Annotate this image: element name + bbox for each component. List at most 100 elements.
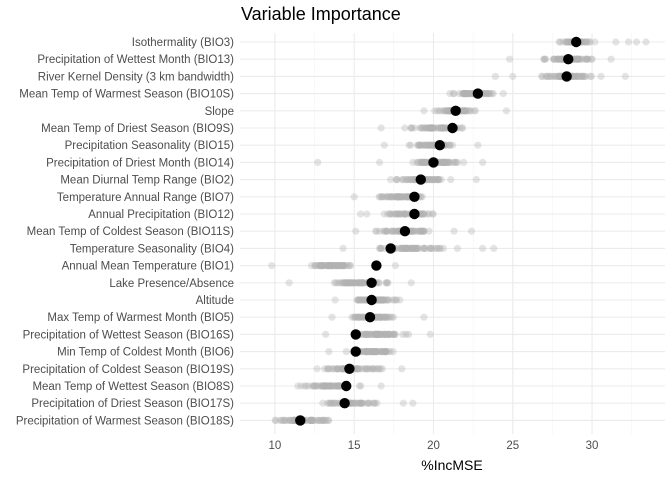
replicate-point	[575, 55, 583, 63]
replicate-point	[545, 72, 553, 80]
replicate-point	[403, 193, 412, 201]
replicate-point	[588, 55, 596, 63]
replicate-point	[442, 158, 450, 166]
replicate-point	[403, 244, 412, 252]
replicate-point	[429, 210, 437, 218]
replicate-point	[556, 38, 564, 46]
replicate-point	[314, 262, 322, 270]
replicate-point	[432, 124, 440, 132]
replicate-point	[389, 193, 397, 201]
replicate-point	[336, 262, 344, 270]
replicate-outlier-point	[450, 227, 458, 235]
replicate-point	[583, 55, 591, 63]
replicate-point	[384, 279, 392, 287]
replicate-point	[331, 399, 340, 407]
replicate-point	[462, 90, 470, 98]
replicate-point	[486, 90, 494, 98]
replicate-point	[326, 382, 334, 390]
replicate-point	[302, 382, 310, 390]
replicate-point	[431, 176, 439, 184]
replicate-point	[378, 330, 386, 338]
replicate-point	[377, 348, 385, 356]
replicate-point	[379, 313, 388, 321]
replicate-point	[323, 399, 331, 407]
replicate-outlier-point	[325, 348, 333, 356]
replicate-point	[408, 176, 417, 184]
replicate-point	[382, 348, 390, 356]
replicate-point	[354, 296, 362, 304]
replicate-point	[460, 107, 468, 115]
replicate-point	[363, 399, 371, 407]
replicate-point	[422, 158, 430, 166]
replicate-point	[403, 193, 412, 201]
replicate-outlier-point	[490, 244, 498, 252]
replicate-point	[382, 330, 390, 338]
replicate-point	[375, 296, 383, 304]
replicate-point	[325, 382, 333, 390]
replicate-point	[439, 244, 448, 252]
replicate-point	[460, 107, 468, 115]
replicate-point	[362, 330, 370, 338]
replicate-point	[307, 416, 315, 424]
y-axis-label: Mean Diurnal Temp Range (BIO2)	[60, 175, 234, 187]
replicate-point	[308, 416, 316, 424]
replicate-point	[308, 416, 316, 424]
y-axis-label: Lake Presence/Absence	[109, 278, 234, 290]
replicate-point	[334, 399, 342, 407]
replicate-point	[419, 210, 427, 218]
replicate-point	[350, 279, 358, 287]
replicate-point	[355, 313, 364, 321]
replicate-point	[382, 330, 390, 338]
replicate-point	[420, 158, 428, 166]
replicate-point	[426, 124, 434, 132]
replicate-point	[313, 382, 321, 390]
replicate-point	[381, 227, 389, 235]
replicate-point	[433, 244, 442, 252]
replicate-outlier-point	[380, 141, 388, 149]
replicate-point	[376, 193, 384, 201]
replicate-outlier-point	[420, 107, 428, 115]
replicate-point	[351, 399, 359, 407]
replicate-outlier-point	[499, 90, 507, 98]
replicate-point	[331, 262, 339, 270]
replicate-point	[317, 416, 325, 424]
replicate-point	[462, 107, 470, 115]
replicate-point	[329, 365, 338, 373]
replicate-point	[354, 399, 362, 407]
replicate-point	[392, 210, 400, 218]
replicate-point	[363, 348, 371, 356]
replicate-point	[378, 296, 386, 304]
replicate-point	[397, 193, 405, 201]
replicate-point	[411, 227, 419, 235]
replicate-point	[583, 55, 591, 63]
replicate-point	[431, 107, 439, 115]
replicate-point	[375, 227, 384, 235]
replicate-point	[359, 296, 368, 304]
replicate-point	[582, 38, 590, 46]
y-axis-label: Temperature Seasonality (BIO4)	[70, 243, 234, 255]
replicate-point	[362, 348, 370, 356]
replicate-point	[361, 348, 369, 356]
replicate-point	[379, 296, 387, 304]
replicate-point	[575, 55, 583, 63]
replicate-point	[439, 124, 447, 132]
replicate-outlier-point	[331, 296, 339, 304]
replicate-point	[551, 72, 559, 80]
replicate-point	[542, 55, 550, 63]
replicate-point	[370, 348, 378, 356]
chart-title: Variable Importance	[241, 4, 401, 24]
replicate-point	[438, 124, 446, 132]
replicate-point	[362, 330, 370, 338]
replicate-point	[387, 210, 395, 218]
y-axis-label: Annual Mean Temperature (BIO1)	[62, 261, 235, 273]
replicate-point	[362, 348, 371, 356]
replicate-point	[554, 55, 562, 63]
replicate-point	[392, 176, 401, 184]
replicate-point	[345, 279, 353, 287]
replicate-point	[385, 330, 393, 338]
replicate-point	[355, 296, 363, 304]
replicate-point	[540, 55, 548, 63]
replicate-point	[320, 262, 328, 270]
replicate-point	[573, 55, 581, 63]
replicate-point	[350, 279, 359, 287]
